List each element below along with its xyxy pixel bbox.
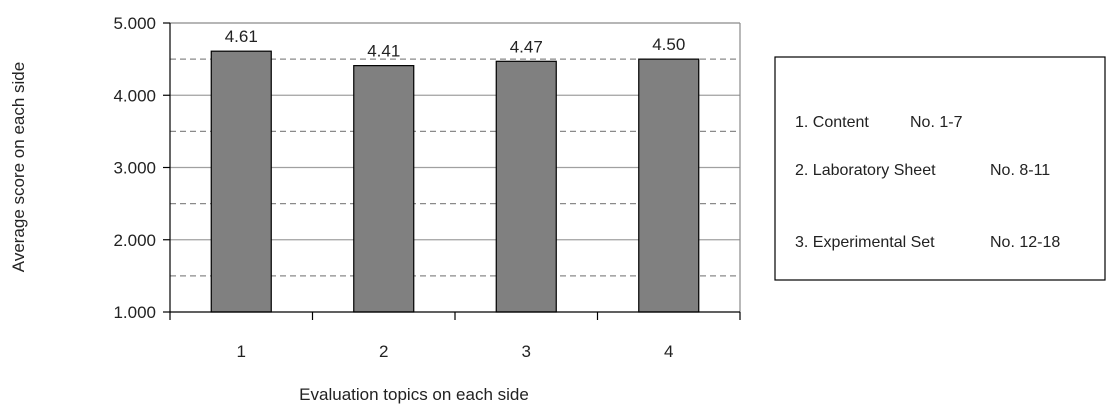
x-tick-label-1: 1 <box>237 342 246 361</box>
legend-item-1-no: No. 1-7 <box>910 114 963 131</box>
bar-3 <box>495 60 557 313</box>
bar-2 <box>353 65 415 313</box>
legend-box: 1. Content No. 1-7 2. Laboratory Sheet N… <box>774 56 1106 281</box>
x-tick-label-4: 4 <box>664 342 673 361</box>
data-label-3: 4.47 <box>510 37 543 56</box>
data-label-1: 4.61 <box>225 27 258 46</box>
legend-frame <box>774 56 1106 281</box>
y-tick-label-4: 4.000 <box>113 86 156 105</box>
legend-item-3-no: No. 12-18 <box>990 234 1060 251</box>
legend-item-1-text: 1. Content <box>795 114 869 131</box>
bar-4 <box>638 58 700 313</box>
y-axis-title: Average score on each side <box>9 62 28 272</box>
x-tick-label-2: 2 <box>379 342 388 361</box>
legend-item-3-text: 3. Experimental Set <box>795 234 935 251</box>
y-tick-label-5: 5.000 <box>113 14 156 33</box>
data-labels: 4.61 4.41 4.47 4.50 <box>225 27 686 60</box>
y-tick-label-3: 3.000 <box>113 159 156 178</box>
axis-ticks: 1.000 2.000 3.000 4.000 5.000 1 2 3 4 <box>113 14 741 361</box>
y-tick-label-2: 2.000 <box>113 231 156 250</box>
y-tick-label-1: 1.000 <box>113 303 156 322</box>
data-label-2: 4.41 <box>367 42 400 61</box>
bars <box>210 50 700 313</box>
bar-1 <box>210 50 272 313</box>
legend-item-2-text: 2. Laboratory Sheet <box>795 162 936 179</box>
x-axis-title: Evaluation topics on each side <box>299 385 529 404</box>
x-tick-label-3: 3 <box>522 342 531 361</box>
data-label-4: 4.50 <box>652 35 685 54</box>
legend-item-2-no: No. 8-11 <box>990 162 1050 179</box>
